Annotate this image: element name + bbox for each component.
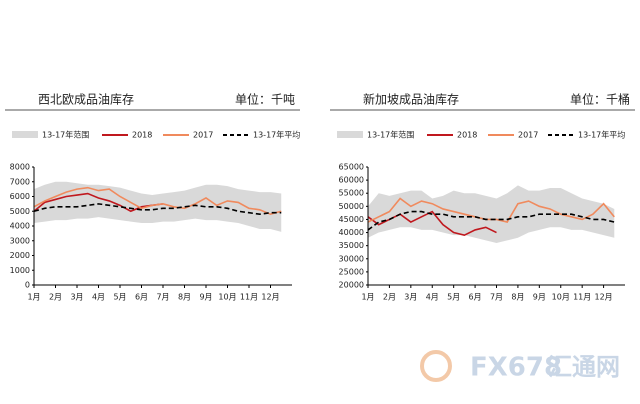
unit-label: 单位：千吨 (235, 92, 295, 107)
y-tick-label: 7000 (10, 177, 30, 186)
watermark-logo (420, 350, 452, 382)
legend-label: 13-17年平均 (578, 130, 625, 140)
series-line (33, 203, 282, 216)
range-band (368, 185, 615, 244)
x-tick-label: 2月 (383, 293, 396, 302)
x-tick-label: 4月 (426, 293, 439, 302)
unit-label: 单位：千桶 (570, 92, 630, 107)
x-tick-label: 7月 (490, 293, 503, 302)
x-tick-label: 6月 (135, 293, 148, 302)
y-tick-label: 55000 (339, 189, 364, 198)
y-tick-label: 3000 (10, 236, 30, 245)
x-tick-label: 3月 (70, 293, 83, 302)
x-tick-label: 12月 (261, 293, 279, 302)
y-tick-label: 0 (25, 281, 30, 290)
y-tick-label: 60000 (339, 176, 364, 185)
legend-label: 13-17年范围 (367, 130, 414, 140)
x-tick-label: 7月 (156, 293, 169, 302)
series-line (33, 186, 282, 216)
chart-title: 新加坡成品油库存 (363, 92, 459, 107)
x-tick-label: 10月 (218, 293, 236, 302)
legend-label: 13-17年平均 (253, 130, 300, 140)
x-tick-label: 8月 (511, 293, 524, 302)
x-tick-label: 11月 (240, 293, 258, 302)
x-tick-label: 1月 (27, 293, 40, 302)
watermark-brand: FX678 (470, 353, 562, 383)
legend-swatch (337, 131, 363, 138)
y-tick-label: 65000 (339, 163, 364, 172)
x-tick-label: 10月 (552, 293, 570, 302)
x-tick-label: 1月 (361, 293, 374, 302)
y-tick-label: 5000 (10, 207, 30, 216)
x-tick-label: 5月 (113, 293, 126, 302)
y-tick-label: 50000 (339, 202, 364, 211)
y-tick-label: 45000 (339, 215, 364, 224)
x-tick-label: 9月 (533, 293, 546, 302)
legend-label: 13-17年范围 (42, 130, 89, 140)
y-tick-label: 20000 (339, 281, 364, 290)
series-line (33, 192, 164, 213)
watermark-name: 汇通网 (548, 353, 620, 381)
y-tick-label: 8000 (10, 163, 30, 172)
y-tick-label: 2000 (10, 251, 30, 260)
y-tick-label: 30000 (339, 254, 364, 263)
x-tick-label: 3月 (404, 293, 417, 302)
x-tick-label: 5月 (447, 293, 460, 302)
legend-swatch (12, 131, 38, 138)
y-tick-label: 35000 (339, 241, 364, 250)
chart-title: 西北欧成品油库存 (38, 92, 134, 107)
x-tick-label: 9月 (199, 293, 212, 302)
x-tick-label: 6月 (469, 293, 482, 302)
x-tick-label: 11月 (573, 293, 591, 302)
y-tick-label: 4000 (10, 222, 30, 231)
x-tick-label: 12月 (594, 293, 612, 302)
legend-label: 2017 (518, 131, 538, 140)
legend-label: 2017 (193, 131, 213, 140)
range-band (34, 181, 282, 232)
legend-label: 2018 (132, 131, 152, 140)
y-tick-label: 40000 (339, 228, 364, 237)
x-tick-label: 8月 (178, 293, 191, 302)
series-line (367, 210, 615, 231)
y-tick-label: 1000 (10, 266, 30, 275)
legend-label: 2018 (457, 131, 477, 140)
x-tick-label: 2月 (49, 293, 62, 302)
y-tick-label: 6000 (10, 192, 30, 201)
y-tick-label: 25000 (339, 267, 364, 276)
x-tick-label: 4月 (92, 293, 105, 302)
